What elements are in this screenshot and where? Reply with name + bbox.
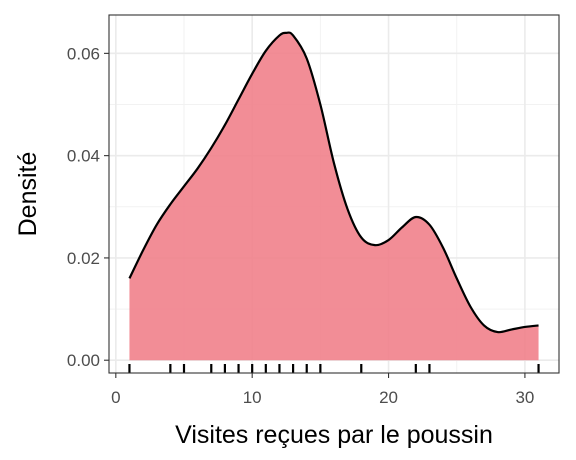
y-tick-label: 0.00: [67, 351, 100, 370]
x-axis: 0 10 20 30: [111, 373, 534, 407]
x-axis-title: Visites reçues par le poussin: [175, 421, 493, 449]
y-tick-label: 0.06: [67, 44, 100, 63]
x-tick-label: 20: [379, 388, 398, 407]
x-tick-label: 30: [515, 388, 534, 407]
y-tick-label: 0.04: [67, 147, 100, 166]
y-tick-label: 0.02: [67, 249, 100, 268]
y-axis: 0.00 0.02 0.04 0.06: [67, 44, 109, 370]
panel-border: [108, 14, 560, 374]
rug-ticks: [128, 364, 540, 373]
x-tick-label: 10: [243, 388, 262, 407]
y-axis-title: Densité: [14, 152, 42, 237]
x-tick-label: 0: [111, 388, 120, 407]
density-line: [128, 31, 539, 334]
